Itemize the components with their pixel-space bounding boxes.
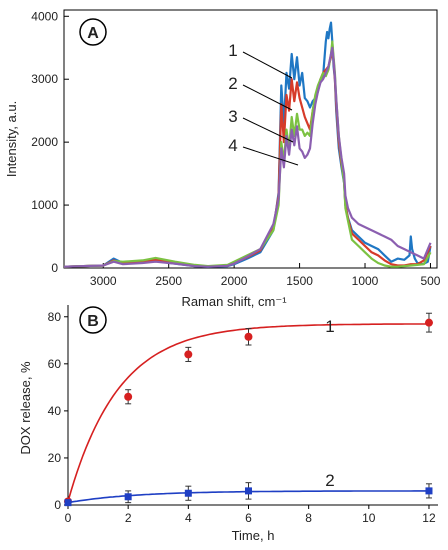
raman-spectra-panel: 0 1000 2000 3000 4000 3000 2500 2000 1500 1000 50… [4, 9, 441, 309]
y-tick-label-a: 1000 [31, 198, 58, 212]
panel-b-label-circle [79, 306, 107, 334]
x-tick-label-a: 2000 [221, 274, 248, 288]
y-axis-label-a: Intensity, a.u. [4, 101, 19, 177]
x-tick-label-a: 500 [420, 274, 440, 288]
spectrum-series-4 [63, 46, 432, 268]
y-tick-label-b: 0 [54, 498, 61, 512]
data-point-series-1 [124, 392, 133, 401]
annotation-curve-2: 2 [325, 471, 334, 490]
fit-curve-1 [67, 323, 429, 502]
data-point-series-2 [425, 487, 433, 495]
annotation-line-3 [242, 117, 294, 143]
annotation-series-4: 4 [228, 136, 237, 155]
x-axis-ticks-b: 0 2 4 6 8 10 12 [65, 505, 436, 525]
y-tick-label-b: 20 [48, 451, 62, 465]
annotation-series-3: 3 [228, 107, 237, 126]
x-tick-label-a: 3000 [90, 274, 117, 288]
y-tick-label-a: 3000 [31, 72, 58, 86]
data-point-series-1 [424, 318, 433, 327]
data-point-series-1 [184, 350, 193, 359]
x-tick-label-a: 1000 [352, 274, 379, 288]
y-tick-label-b: 80 [48, 310, 62, 324]
annotation-series-1: 1 [228, 41, 237, 60]
data-point-series-2 [244, 487, 252, 495]
x-tick-label-a: 1500 [286, 274, 313, 288]
x-tick-label-b: 0 [65, 511, 72, 525]
y-axis-ticks-a: 0 1000 2000 3000 4000 [31, 9, 69, 275]
x-tick-label-b: 10 [362, 511, 376, 525]
y-tick-label-b: 40 [48, 404, 62, 418]
data-point-series-2 [64, 499, 72, 507]
y-tick-label-b: 60 [48, 357, 62, 371]
x-tick-label-b: 2 [125, 511, 132, 525]
annotation-line-1 [242, 51, 293, 79]
panel-a-frame [63, 9, 438, 269]
y-tick-label-a: 0 [51, 261, 58, 275]
x-tick-label-b: 12 [422, 511, 436, 525]
dox-release-panel: 0 20 40 60 80 0 2 4 6 8 10 12 B 1 2 Time, h DOX re… [18, 305, 438, 543]
annotation-series-2: 2 [228, 74, 237, 93]
panel-a-label: A [87, 25, 99, 42]
spectra-lines [63, 21, 432, 268]
annotation-line-2 [242, 84, 293, 111]
panel-b-label: B [87, 313, 99, 330]
annotation-curve-1: 1 [325, 317, 334, 336]
data-point-series-2 [124, 493, 132, 501]
y-axis-ticks-b: 0 20 40 60 80 [48, 310, 68, 512]
x-axis-label-a: Raman shift, cm⁻¹ [181, 294, 287, 309]
x-tick-label-a: 2500 [155, 274, 182, 288]
series-annotations-a: 1 2 3 4 [228, 41, 299, 166]
panel-a-label-circle [79, 18, 107, 46]
y-tick-label-a: 4000 [31, 9, 58, 23]
release-curves [64, 312, 433, 507]
y-tick-label-a: 2000 [31, 135, 58, 149]
spectrum-series-3 [63, 40, 432, 268]
annotation-line-4 [242, 146, 299, 166]
x-axis-label-b: Time, h [232, 528, 275, 543]
data-point-series-1 [244, 332, 253, 341]
data-point-series-2 [184, 489, 192, 497]
y-axis-label-b: DOX release, % [18, 361, 33, 455]
x-tick-label-b: 4 [185, 511, 192, 525]
x-tick-label-b: 6 [245, 511, 252, 525]
x-axis-ticks-a: 3000 2500 2000 1500 1000 500 [90, 263, 441, 288]
x-tick-label-b: 8 [305, 511, 312, 525]
